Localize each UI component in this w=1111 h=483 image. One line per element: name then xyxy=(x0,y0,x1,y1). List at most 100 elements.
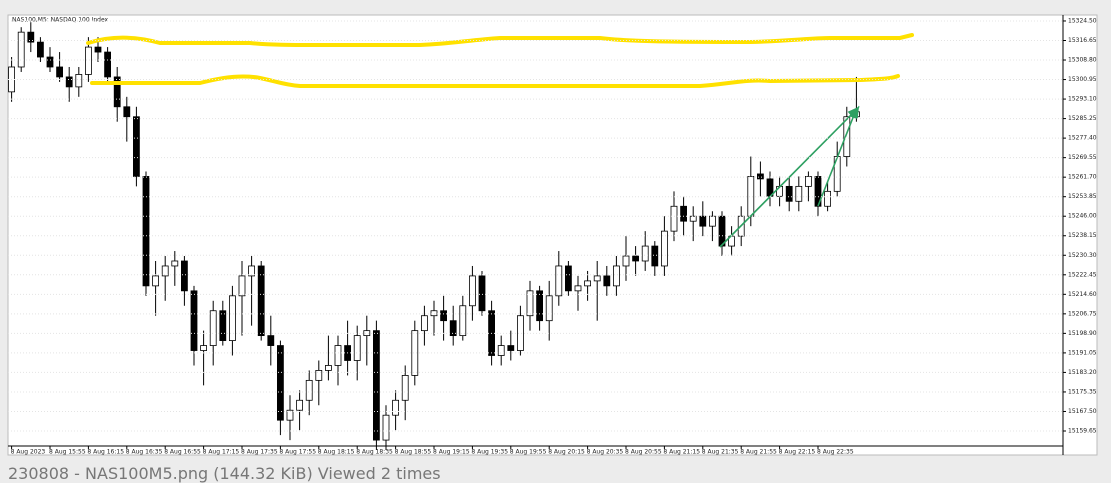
y-tick-label: 15238.15 xyxy=(1068,232,1097,239)
candle-body xyxy=(315,370,323,381)
candle-body xyxy=(603,275,611,287)
candle-body xyxy=(507,345,515,351)
y-tick-label: 15230.30 xyxy=(1068,252,1097,259)
x-tick-label: 8 Aug 18:35 xyxy=(356,449,393,456)
candle-body xyxy=(641,245,649,262)
x-tick-label: 8 Aug 18:15 xyxy=(318,449,355,456)
lower-drawn-line xyxy=(90,74,900,88)
y-tick-label: 15269.55 xyxy=(1068,154,1097,161)
candle-body xyxy=(248,265,256,277)
y-tick-label: 15300.95 xyxy=(1068,76,1097,83)
candle-body xyxy=(517,315,524,351)
candle-body xyxy=(651,245,659,267)
candle-body xyxy=(699,215,707,227)
chart: NAS100,M5: NASDAQ 100 Index 15324.50 1531… xyxy=(7,14,1098,456)
upper-drawn-line xyxy=(86,33,914,47)
x-tick-label: 8 Aug 17:55 xyxy=(279,449,316,456)
x-tick-label: 8 Aug 19:35 xyxy=(471,449,508,456)
x-tick-label: 8 Aug 16:55 xyxy=(164,449,201,456)
y-tick-label: 15222.45 xyxy=(1068,271,1097,278)
x-tick-label: 8 Aug 20:15 xyxy=(548,449,585,456)
candle-body xyxy=(632,255,639,262)
candle-body xyxy=(411,330,419,376)
candle-body xyxy=(37,41,44,58)
x-tick-label: 8 Aug 22:35 xyxy=(817,449,854,456)
candle-body xyxy=(622,255,630,267)
candle-body xyxy=(305,379,313,401)
candle-body xyxy=(565,265,572,292)
x-tick-label: 8 Aug 2023 xyxy=(11,449,46,456)
x-tick-label: 8 Aug 17:15 xyxy=(203,449,240,456)
candle-body xyxy=(785,185,793,202)
candle-body xyxy=(372,330,380,441)
candle-body xyxy=(526,290,534,317)
candle-body xyxy=(85,46,92,75)
candle-body xyxy=(709,215,716,227)
x-tick-label: 8 Aug 22:15 xyxy=(779,449,816,456)
candle-body xyxy=(440,310,448,322)
candle-body xyxy=(257,265,265,337)
candle-body xyxy=(296,399,304,411)
candle-body xyxy=(805,176,812,187)
candle-body xyxy=(161,265,169,277)
arrow-line xyxy=(719,109,857,248)
x-tick-label: 8 Aug 19:15 xyxy=(433,449,470,456)
y-tick-label: 15253.85 xyxy=(1068,193,1097,200)
candle-body xyxy=(757,173,764,180)
y-tick-label: 15246.00 xyxy=(1068,213,1097,220)
y-tick-label: 15191.05 xyxy=(1068,349,1097,356)
candle-body xyxy=(104,51,111,78)
candle-body xyxy=(56,66,63,78)
y-tick-label: 15206.75 xyxy=(1068,310,1097,317)
y-tick-label: 15308.80 xyxy=(1068,57,1097,64)
candle-body xyxy=(824,190,831,207)
x-tick-label: 8 Aug 20:35 xyxy=(587,449,624,456)
candle-body xyxy=(190,290,198,351)
candle-body xyxy=(171,260,179,267)
arrow-head xyxy=(849,105,860,120)
candle-body xyxy=(420,315,428,332)
candle-body xyxy=(152,275,160,287)
candle-body xyxy=(795,185,803,202)
candle-body xyxy=(382,414,390,441)
y-tick-label: 15183.20 xyxy=(1068,369,1097,376)
candle-body xyxy=(228,295,236,341)
x-tick-label: 8 Aug 21:55 xyxy=(740,449,777,456)
candle-body xyxy=(276,345,284,421)
candle-body xyxy=(670,205,678,232)
candle-body xyxy=(449,320,457,337)
candle-body xyxy=(363,330,371,337)
candle-body xyxy=(17,31,25,68)
candle-body xyxy=(661,230,668,267)
candle-body xyxy=(180,260,188,292)
chart-title: NAS100,M5: NASDAQ 100 Index xyxy=(12,17,109,24)
candle-body xyxy=(593,275,601,282)
candle-body xyxy=(324,365,332,371)
candle-body xyxy=(613,265,620,287)
candle-body xyxy=(545,295,553,322)
x-tick-label: 8 Aug 15:55 xyxy=(49,449,86,456)
y-tick-label: 15175.35 xyxy=(1068,388,1097,395)
candle-body xyxy=(468,275,476,307)
candle-body xyxy=(75,74,83,88)
x-tick-label: 8 Aug 21:35 xyxy=(702,449,739,456)
candle-body xyxy=(574,285,582,292)
x-tick-label: 8 Aug 16:15 xyxy=(87,449,124,456)
candle-body xyxy=(267,335,275,346)
y-tick-label: 15159.65 xyxy=(1068,427,1097,434)
y-tick-label: 15261.70 xyxy=(1068,174,1097,181)
candle-body xyxy=(555,265,563,297)
candle-body xyxy=(459,305,467,337)
candle-body xyxy=(584,280,591,287)
y-tick-label: 15214.60 xyxy=(1068,291,1097,298)
candle-body xyxy=(843,116,851,157)
candle-body xyxy=(27,31,35,43)
chart-frame xyxy=(7,14,1098,456)
candle-body xyxy=(238,275,246,297)
candle-body xyxy=(814,176,822,207)
candle-body xyxy=(219,310,227,341)
candle-body xyxy=(478,275,486,312)
x-tick-label: 8 Aug 16:35 xyxy=(126,449,163,456)
candle-body xyxy=(94,46,102,53)
candle-body xyxy=(392,399,400,416)
